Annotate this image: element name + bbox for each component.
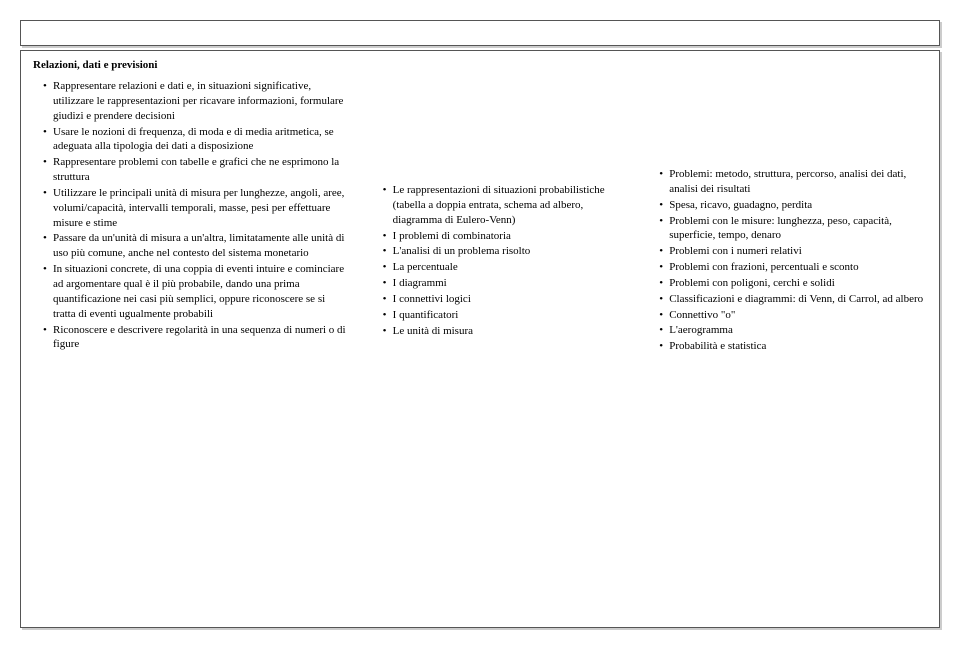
list-item: La percentuale <box>383 260 626 275</box>
list-item: Utilizzare le principali unità di misura… <box>43 186 349 231</box>
list-item: I quantificatori <box>383 308 626 323</box>
list-item: Rappresentare relazioni e dati e, in sit… <box>43 79 349 124</box>
list-item: Problemi: metodo, struttura, percorso, a… <box>659 167 927 197</box>
list-item: Riconoscere e descrivere regolarità in u… <box>43 323 349 353</box>
list-item: Spesa, ricavo, guadagno, perdita <box>659 198 927 213</box>
content-panel: Relazioni, dati e previsioni Rappresenta… <box>20 50 940 628</box>
list-item: Le unità di misura <box>383 324 626 339</box>
list-item: L'aerogramma <box>659 323 927 338</box>
col2-list: Le rappresentazioni di situazioni probab… <box>373 183 626 338</box>
list-item: Problemi con frazioni, percentuali e sco… <box>659 260 927 275</box>
list-item: I connettivi logici <box>383 292 626 307</box>
col3-list: Problemi: metodo, struttura, percorso, a… <box>649 167 927 354</box>
column-1: Relazioni, dati e previsioni Rappresenta… <box>33 59 349 353</box>
section-heading: Relazioni, dati e previsioni <box>33 59 349 71</box>
list-item: Problemi con poligoni, cerchi e solidi <box>659 276 927 291</box>
list-item: Probabilità e statistica <box>659 339 927 354</box>
list-item: Rappresentare problemi con tabelle e gra… <box>43 155 349 185</box>
list-item: L'analisi di un problema risolto <box>383 244 626 259</box>
list-item: Problemi con le misure: lunghezza, peso,… <box>659 214 927 244</box>
list-item: Classificazioni e diagrammi: di Venn, di… <box>659 292 927 307</box>
list-item: In situazioni concrete, di una coppia di… <box>43 262 349 321</box>
column-3: Problemi: metodo, struttura, percorso, a… <box>649 59 927 355</box>
col1-list: Rappresentare relazioni e dati e, in sit… <box>33 79 349 352</box>
list-item: Passare da un'unità di misura a un'altra… <box>43 231 349 261</box>
list-item: Le rappresentazioni di situazioni probab… <box>383 183 626 228</box>
column-2: Le rappresentazioni di situazioni probab… <box>373 59 626 339</box>
list-item: Connettivo "o" <box>659 308 927 323</box>
list-item: Problemi con i numeri relativi <box>659 244 927 259</box>
list-item: I diagrammi <box>383 276 626 291</box>
list-item: Usare le nozioni di frequenza, di moda e… <box>43 125 349 155</box>
header-bar <box>20 20 940 46</box>
list-item: I problemi di combinatoria <box>383 229 626 244</box>
